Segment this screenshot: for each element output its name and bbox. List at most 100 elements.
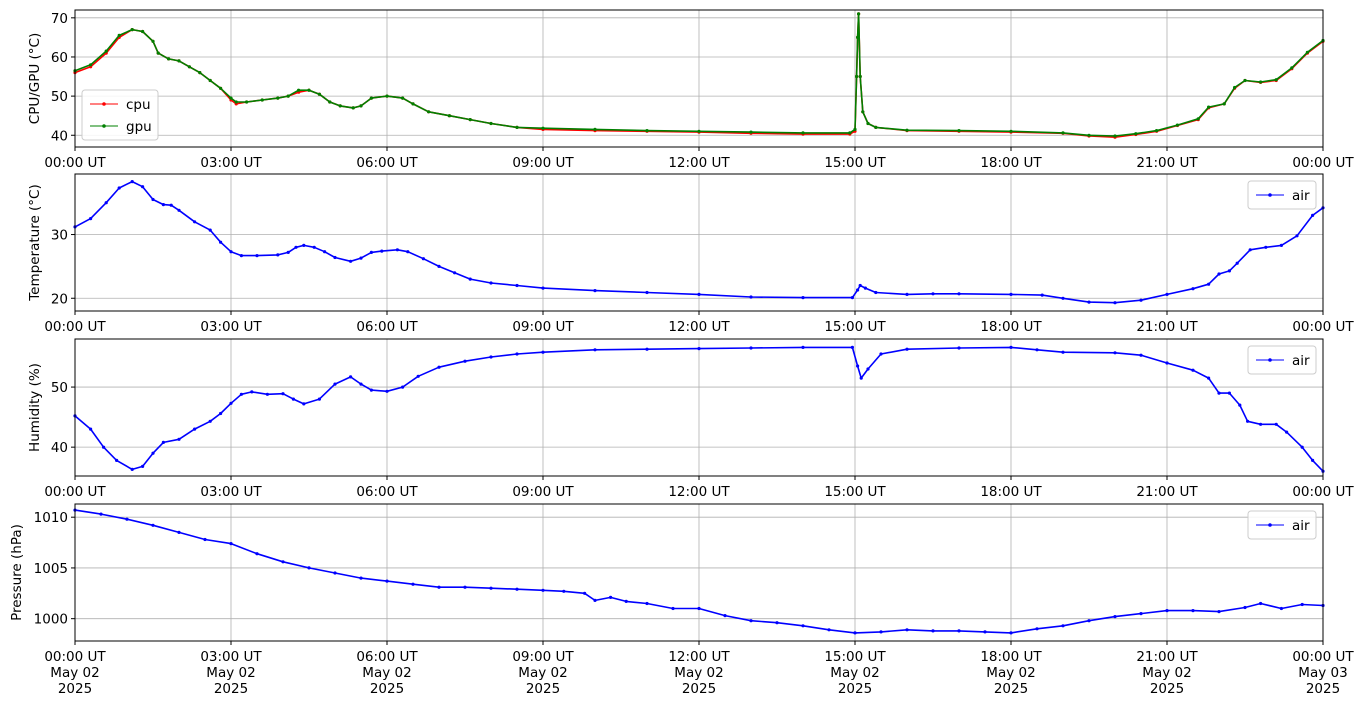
- x-tick-label: 06:00 UT: [356, 155, 418, 171]
- data-point: [219, 240, 223, 244]
- data-point: [1311, 213, 1315, 217]
- data-point: [239, 392, 243, 396]
- data-point: [1207, 282, 1211, 286]
- data-point: [317, 92, 321, 96]
- chart-panel-4: 1000 1005 1010 00:00 UT May 02 2025 03:00 UT Ma…: [9, 503, 1354, 697]
- data-point: [583, 591, 587, 595]
- data-point: [874, 125, 878, 129]
- data-point: [229, 250, 233, 254]
- data-point: [861, 110, 865, 114]
- data-point: [1035, 348, 1039, 352]
- data-point: [1246, 419, 1250, 423]
- data-point: [463, 359, 467, 363]
- data-point: [323, 250, 327, 254]
- x-tick-label: 03:00 UT: [200, 484, 262, 500]
- data-point: [1300, 445, 1304, 449]
- data-point: [167, 57, 171, 61]
- data-point: [193, 427, 197, 431]
- x-tick-label: 21:00 UT: [1136, 319, 1198, 335]
- data-point: [1235, 261, 1239, 265]
- data-point: [749, 295, 753, 299]
- data-point: [302, 402, 306, 406]
- legend-label: air: [1292, 353, 1310, 369]
- data-point: [1274, 422, 1278, 426]
- y-tick-label: 50: [51, 380, 68, 396]
- data-point: [229, 542, 233, 546]
- data-point: [645, 129, 649, 133]
- legend-label: cpu: [126, 97, 151, 113]
- data-point: [879, 352, 883, 356]
- x-tick-label: 21:00 UT: [1136, 484, 1198, 500]
- data-point: [99, 512, 103, 516]
- data-point: [177, 530, 181, 535]
- data-point: [359, 576, 363, 580]
- data-point: [749, 346, 753, 350]
- data-point: [905, 292, 909, 296]
- data-point: [276, 253, 280, 257]
- series-markers-air: [73, 508, 1325, 635]
- data-point: [1227, 391, 1231, 395]
- data-point: [957, 346, 961, 350]
- data-point: [515, 283, 519, 288]
- data-point: [541, 126, 545, 130]
- data-point: [1227, 269, 1231, 273]
- data-point: [853, 127, 857, 131]
- data-point: [125, 517, 129, 521]
- data-point: [1139, 353, 1143, 357]
- data-point: [229, 401, 233, 405]
- data-point: [1274, 78, 1278, 82]
- data-point: [541, 286, 545, 290]
- legend: air: [1247, 180, 1317, 210]
- data-point: [697, 129, 701, 133]
- legend: air: [1247, 510, 1317, 540]
- data-point: [338, 104, 342, 108]
- data-point: [203, 537, 207, 542]
- y-axis-label: CPU/GPU (°C): [27, 33, 43, 124]
- data-point: [1165, 361, 1169, 365]
- data-point: [401, 385, 405, 389]
- data-point: [117, 186, 121, 190]
- series-line-air: [74, 346, 1324, 472]
- x-tick-label: 18:00 UT: [980, 484, 1042, 500]
- data-point: [333, 382, 337, 386]
- data-point: [177, 437, 181, 441]
- data-point: [1139, 298, 1143, 302]
- legend-marker: [1268, 358, 1272, 362]
- data-point: [297, 88, 301, 92]
- data-point: [1243, 605, 1247, 610]
- data-point: [281, 560, 285, 564]
- data-point: [1279, 606, 1283, 611]
- data-point: [1207, 105, 1211, 109]
- data-point: [1061, 131, 1065, 135]
- data-point: [468, 118, 472, 122]
- data-point: [858, 283, 862, 288]
- data-point: [229, 96, 233, 100]
- data-point: [208, 419, 212, 423]
- data-point: [463, 585, 467, 589]
- data-point: [307, 566, 311, 570]
- data-point: [328, 100, 332, 104]
- chart-panel-3: 40 50 00:00 UT 03:00 UT 06:00 UT 09:00 UT 12:0…: [27, 338, 1354, 500]
- data-point: [1207, 376, 1211, 380]
- data-point: [1217, 610, 1221, 614]
- data-point: [1087, 619, 1091, 623]
- data-point: [193, 220, 197, 224]
- data-point: [489, 355, 493, 359]
- data-point: [317, 397, 321, 401]
- data-point: [151, 451, 155, 455]
- data-point: [957, 629, 961, 633]
- data-point: [1155, 129, 1159, 133]
- data-point: [645, 347, 649, 351]
- x-tick-label: 00:00 UT: [1292, 319, 1354, 335]
- data-point: [369, 96, 373, 100]
- data-point: [453, 271, 457, 275]
- data-point: [385, 389, 389, 393]
- data-point: [1040, 293, 1044, 297]
- data-point: [349, 259, 353, 263]
- data-point: [276, 96, 280, 100]
- data-point: [255, 552, 259, 556]
- data-point: [359, 104, 363, 108]
- data-point: [151, 39, 155, 43]
- data-point: [198, 71, 202, 75]
- data-point: [723, 614, 727, 618]
